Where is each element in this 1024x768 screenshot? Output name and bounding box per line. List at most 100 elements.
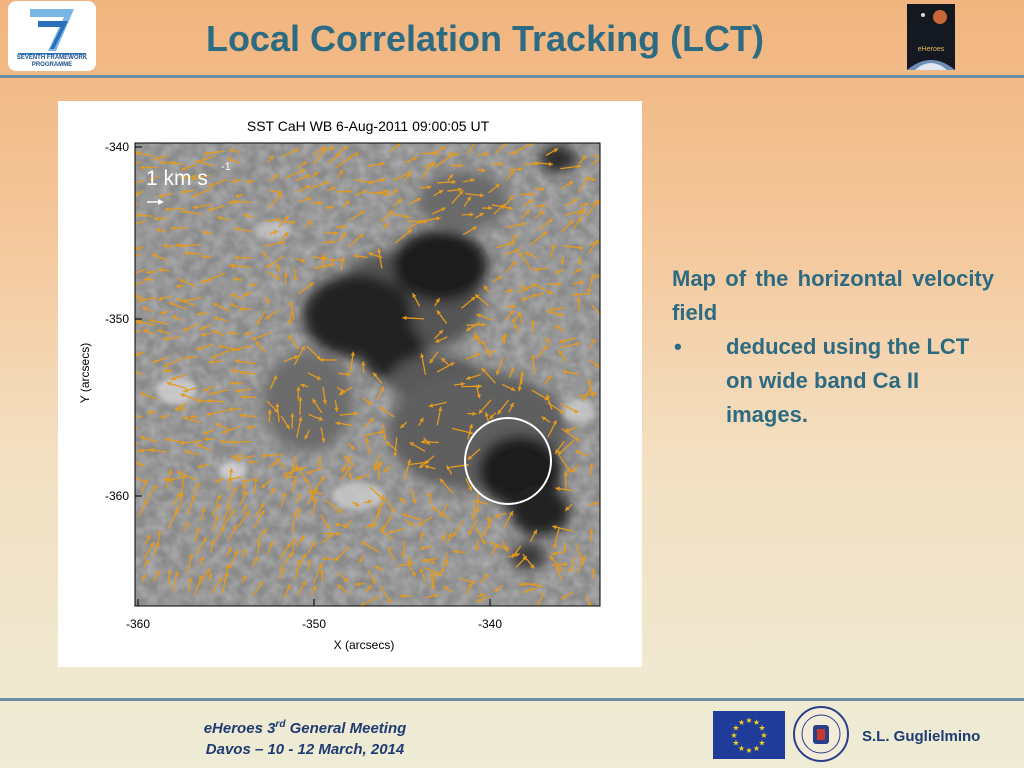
velocity-arrow-head: [582, 155, 587, 160]
velocity-arrow-head: [257, 320, 261, 325]
velocity-arrow-head: [548, 290, 553, 294]
calcium-image: [120, 143, 600, 606]
velocity-arrow-head: [173, 509, 178, 515]
velocity-arrow-head: [339, 169, 344, 175]
velocity-arrow-head: [146, 270, 151, 275]
velocity-arrow-head: [385, 441, 391, 446]
velocity-arrow-head: [225, 563, 230, 569]
velocity-arrow-head: [579, 280, 584, 285]
velocity-arrow-head: [476, 394, 481, 399]
velocity-arrow-head: [442, 536, 447, 541]
velocity-arrow-head: [421, 558, 427, 563]
velocity-arrow: [588, 240, 600, 246]
velocity-arrow-head: [248, 459, 253, 465]
velocity-arrow-head: [135, 275, 136, 276]
velocity-arrow-head: [196, 346, 202, 351]
velocity-arrow-head: [218, 344, 223, 349]
velocity-arrow-head: [429, 572, 435, 577]
velocity-arrow-head: [372, 523, 377, 528]
velocity-arrow-head: [180, 393, 185, 398]
velocity-arrow-head: [441, 207, 446, 212]
velocity-arrow-head: [340, 257, 345, 262]
velocity-arrow-head: [530, 564, 535, 569]
velocity-arrow-head: [436, 310, 441, 315]
velocity-arrow-head: [494, 513, 499, 518]
eu-star: ★: [730, 731, 737, 740]
velocity-arrow-head: [199, 556, 204, 561]
velocity-arrow-head: [354, 411, 359, 416]
velocity-arrow-head: [438, 189, 444, 194]
velocity-arrow-head: [587, 289, 592, 294]
velocity-arrow-head: [350, 351, 355, 356]
velocity-arrow-head: [292, 511, 297, 516]
velocity-arrow-head: [569, 568, 574, 573]
velocity-arrow-head: [592, 391, 598, 397]
velocity-arrow-head: [276, 264, 281, 269]
velocity-arrow-head: [201, 507, 206, 512]
velocity-arrow-head: [460, 382, 465, 387]
velocity-arrow-head: [181, 175, 186, 180]
velocity-arrow-head: [435, 298, 440, 303]
velocity-arrow-head: [203, 437, 208, 442]
velocity-arrow-head: [347, 189, 352, 194]
velocity-arrow-head: [555, 486, 560, 491]
velocity-arrow-head: [373, 372, 378, 378]
velocity-arrow-head: [502, 333, 507, 338]
x-axis-label: X (arcsecs): [334, 638, 395, 652]
x-tick-label: -360: [126, 617, 150, 631]
velocity-arrow-head: [208, 572, 213, 577]
velocity-arrow-head: [513, 150, 518, 155]
velocity-arrow-head: [521, 297, 526, 302]
velocity-arrow-head: [579, 211, 585, 216]
eu-star: ★: [753, 718, 760, 727]
velocity-arrow-head: [475, 509, 480, 514]
velocity-arrow-head: [472, 226, 477, 231]
velocity-arrow-head: [367, 585, 372, 590]
plot-title: SST CaH WB 6-Aug-2011 09:00:05 UT: [247, 118, 490, 134]
velocity-arrow-head: [214, 515, 219, 520]
description-text: Map of the horizontal velocity field • d…: [672, 262, 994, 432]
velocity-arrow-head: [481, 367, 486, 373]
velocity-arrow-head: [509, 170, 514, 176]
velocity-arrow-head: [309, 282, 314, 287]
velocity-arrow-head: [120, 454, 124, 458]
velocity-arrow-head: [325, 181, 330, 186]
velocity-arrow-head: [317, 462, 322, 467]
velocity-arrow-head: [183, 327, 188, 332]
velocity-arrow-head: [316, 355, 321, 360]
velocity-arrow-head: [552, 544, 558, 549]
velocity-arrow-head: [141, 573, 146, 579]
velocity-arrow-head: [185, 355, 190, 360]
velocity-arrow-head: [155, 570, 160, 575]
y-tick-label: -360: [105, 489, 129, 503]
velocity-arrow-head: [289, 472, 294, 477]
velocity-arrow-head: [316, 375, 321, 380]
eheroes-logo-label: eHeroes: [917, 46, 945, 53]
velocity-arrow: [135, 321, 144, 325]
velocity-arrow-head: [409, 521, 415, 526]
velocity-arrow-head: [256, 540, 262, 545]
velocity-arrow-head: [221, 429, 227, 434]
velocity-arrow-head: [384, 222, 389, 228]
velocity-arrow-head: [418, 220, 423, 225]
velocity-arrow-head: [328, 533, 334, 538]
velocity-arrow-head: [147, 410, 152, 415]
velocity-arrow-head: [346, 466, 352, 471]
velocity-arrow-head: [273, 375, 277, 380]
velocity-arrow-head: [438, 329, 443, 335]
velocity-arrow-head: [170, 160, 176, 166]
velocity-arrow-head: [296, 507, 302, 512]
velocity-arrow-head: [220, 526, 225, 531]
velocity-arrow-head: [322, 148, 327, 154]
velocity-arrow-head: [496, 370, 501, 375]
velocity-arrow-head: [565, 506, 570, 511]
scale-label: 1 km s: [146, 167, 208, 190]
velocity-arrow-head: [594, 199, 599, 205]
velocity-arrow-head: [234, 226, 239, 231]
velocity-arrow-head: [413, 156, 418, 161]
velocity-arrow-head: [354, 502, 360, 506]
velocity-arrow-head: [439, 478, 445, 484]
velocity-arrow-head: [304, 434, 309, 440]
velocity-arrow-head: [324, 256, 329, 261]
velocity-arrow-head: [399, 593, 404, 599]
